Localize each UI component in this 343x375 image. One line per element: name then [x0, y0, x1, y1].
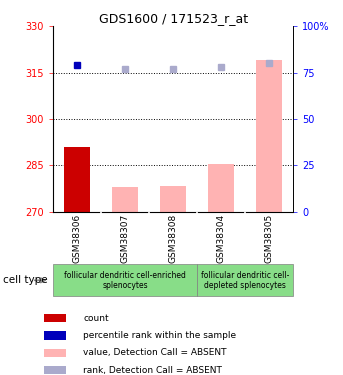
Bar	[53, 264, 197, 296]
Bar	[44, 314, 66, 322]
Text: count: count	[83, 314, 109, 322]
Text: percentile rank within the sample: percentile rank within the sample	[83, 331, 237, 340]
Bar	[160, 186, 187, 212]
Text: GSM38305: GSM38305	[265, 213, 274, 263]
Bar	[112, 187, 138, 212]
Text: follicular dendritic cell-enriched
splenocytes: follicular dendritic cell-enriched splen…	[64, 271, 186, 290]
Bar	[64, 147, 91, 212]
Bar	[208, 164, 235, 212]
Bar	[44, 349, 66, 357]
Text: cell type: cell type	[3, 275, 48, 285]
Text: GSM38308: GSM38308	[169, 213, 178, 263]
Text: value, Detection Call = ABSENT: value, Detection Call = ABSENT	[83, 348, 227, 357]
Text: follicular dendritic cell-
depleted splenocytes: follicular dendritic cell- depleted sple…	[201, 271, 289, 290]
Bar	[44, 366, 66, 374]
Title: GDS1600 / 171523_r_at: GDS1600 / 171523_r_at	[99, 12, 248, 25]
Bar	[197, 264, 293, 296]
Bar	[44, 331, 66, 340]
Text: GSM38306: GSM38306	[73, 213, 82, 263]
Bar	[256, 60, 283, 212]
Text: GSM38307: GSM38307	[121, 213, 130, 263]
Text: rank, Detection Call = ABSENT: rank, Detection Call = ABSENT	[83, 366, 222, 375]
Text: GSM38304: GSM38304	[217, 214, 226, 262]
